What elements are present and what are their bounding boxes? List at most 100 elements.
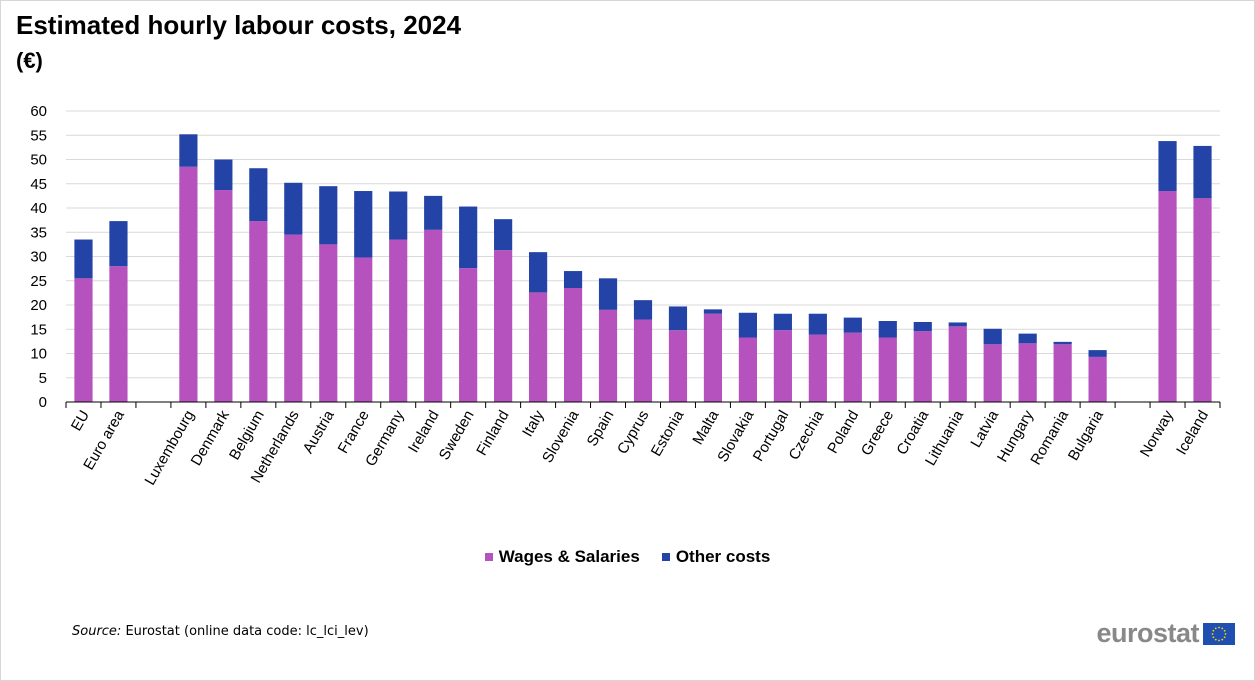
bar-other-netherlands xyxy=(284,182,303,235)
y-tick-label: 35 xyxy=(30,224,47,241)
x-tick-label: Iceland xyxy=(1173,408,1212,458)
bar-wages-ireland xyxy=(424,229,443,402)
bar-other-portugal xyxy=(773,313,792,331)
flag-star xyxy=(1221,626,1224,629)
y-tick-label: 30 xyxy=(30,249,47,266)
bar-wages-norway xyxy=(1158,191,1177,402)
flag-star xyxy=(1221,638,1224,641)
bar-other-finland xyxy=(494,219,513,251)
y-tick-label: 50 xyxy=(30,152,47,169)
x-tick-label: Czechia xyxy=(785,407,827,463)
bar-other-luxembourg xyxy=(179,134,198,167)
x-tick-label: EU xyxy=(68,408,93,435)
bar-other-hungary xyxy=(1018,333,1037,344)
bar-wages-czechia xyxy=(808,334,827,402)
bar-wages-germany xyxy=(389,239,408,402)
bar-other-france xyxy=(354,191,373,258)
x-tick-label: Greece xyxy=(858,408,897,459)
x-tick-label: Austria xyxy=(300,407,338,456)
bar-wages-eu xyxy=(74,278,93,402)
bar-other-germany xyxy=(389,191,408,240)
bar-other-denmark xyxy=(214,159,233,191)
bar-other-bulgaria xyxy=(1088,350,1107,357)
flag-star xyxy=(1223,635,1226,638)
bar-other-slovenia xyxy=(563,271,583,289)
y-tick-label: 10 xyxy=(30,346,47,363)
bar-wages-spain xyxy=(598,309,618,402)
bar-other-iceland xyxy=(1193,145,1212,199)
flag-star xyxy=(1224,632,1227,635)
legend: Wages & Salaries Other costs xyxy=(0,547,1255,567)
bars xyxy=(74,134,1212,402)
x-tick-label: Poland xyxy=(824,408,862,457)
axes xyxy=(65,401,1221,408)
x-tick-label: Norway xyxy=(1137,407,1177,460)
bar-wages-france xyxy=(354,257,373,402)
bar-wages-cyprus xyxy=(633,319,653,402)
y-tick-label: 45 xyxy=(30,176,47,193)
bar-other-czechia xyxy=(808,313,827,335)
legend-label-other: Other costs xyxy=(675,547,771,566)
bar-other-romania xyxy=(1053,341,1072,345)
flag-star xyxy=(1214,638,1217,641)
bar-other-greece xyxy=(878,321,897,338)
bar-other-austria xyxy=(319,186,338,245)
eu-flag-icon xyxy=(1203,622,1235,645)
y-tick-label: 55 xyxy=(30,127,47,144)
bar-wages-portugal xyxy=(773,330,792,402)
bar-wages-sweden xyxy=(459,268,478,402)
y-tick-label: 0 xyxy=(39,394,47,411)
y-tick-label: 15 xyxy=(30,321,47,338)
legend-item-other: Other costs xyxy=(661,547,771,567)
bar-other-latvia xyxy=(983,328,1002,345)
bar-other-eu xyxy=(74,239,93,279)
y-tick-label: 20 xyxy=(30,297,47,314)
bar-other-euro-area xyxy=(109,221,128,267)
bar-other-cyprus xyxy=(633,300,653,320)
y-tick-labels: 0 5 10 15 20 25 30 35 40 45 50 55 60 xyxy=(30,103,47,411)
source-note: Source: Eurostat (online data code: lc_l… xyxy=(72,624,369,639)
bar-wages-finland xyxy=(494,250,513,402)
bar-other-sweden xyxy=(459,206,478,269)
legend-label-wages: Wages & Salaries xyxy=(498,547,640,566)
bar-wages-greece xyxy=(878,337,897,402)
bar-wages-iceland xyxy=(1193,198,1212,402)
x-tick-label: Italy xyxy=(519,407,548,440)
bar-other-lithuania xyxy=(948,322,967,327)
y-tick-label: 40 xyxy=(30,200,47,217)
source-label: Source: xyxy=(72,624,122,639)
bar-wages-malta xyxy=(703,313,723,402)
flag-star xyxy=(1214,626,1217,629)
flag-star xyxy=(1212,635,1215,638)
bar-other-poland xyxy=(843,317,862,333)
y-tick-label: 25 xyxy=(30,273,47,290)
bar-wages-croatia xyxy=(913,331,932,402)
flag-star xyxy=(1211,632,1214,635)
bar-wages-bulgaria xyxy=(1088,356,1107,402)
flag-star xyxy=(1223,629,1226,632)
x-tick-label: France xyxy=(335,408,373,457)
bar-wages-estonia xyxy=(668,330,688,402)
flag-star xyxy=(1218,639,1220,641)
bar-wages-hungary xyxy=(1018,343,1037,402)
bar-wages-slovenia xyxy=(563,288,583,402)
x-tick-label: Latvia xyxy=(967,407,1002,451)
legend-item-wages: Wages & Salaries xyxy=(484,547,640,567)
bar-wages-luxembourg xyxy=(179,166,198,402)
x-tick-label: Bulgaria xyxy=(1065,407,1108,464)
bar-wages-austria xyxy=(319,244,338,402)
bar-other-belgium xyxy=(249,168,268,222)
x-tick-label: Estonia xyxy=(648,407,688,459)
bar-wages-latvia xyxy=(983,344,1002,402)
bar-other-malta xyxy=(703,309,723,314)
bar-wages-lithuania xyxy=(948,326,967,402)
eurostat-logo: eurostat xyxy=(1096,618,1235,649)
x-tick-label: Malta xyxy=(689,407,722,448)
bar-wages-belgium xyxy=(249,221,268,402)
bar-other-norway xyxy=(1158,141,1177,192)
x-tick-label: Luxembourg xyxy=(141,408,197,489)
x-tick-label: Spain xyxy=(584,408,618,450)
flag-star xyxy=(1212,629,1215,632)
bar-wages-romania xyxy=(1053,344,1072,402)
